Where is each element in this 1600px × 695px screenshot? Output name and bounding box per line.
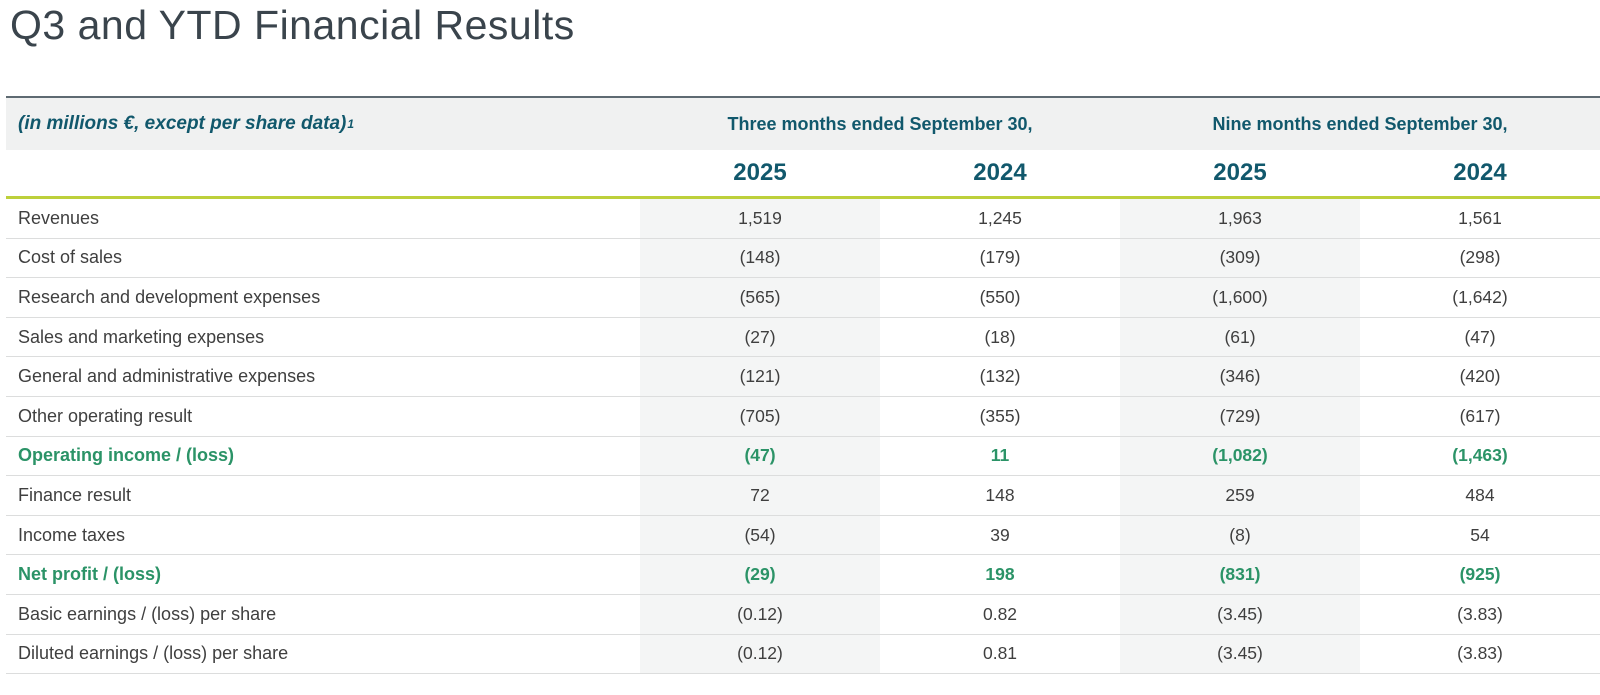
row-label: Basic earnings / (loss) per share: [18, 603, 277, 624]
row-value: (565): [640, 278, 880, 317]
row-label: Revenues: [18, 207, 100, 228]
row-value: (61): [1120, 317, 1360, 357]
table-row: Other operating result (705) (355) (729) (61…: [6, 396, 1600, 437]
row-value: 1,245: [978, 207, 1022, 228]
table-header-band: (in millions €, except per share data) 1 …: [6, 98, 1600, 150]
table-row: Basic earnings / (loss) per share (0.12) 0…: [6, 594, 1600, 635]
row-value: (831): [1120, 555, 1360, 594]
row-value: (1,082): [1120, 436, 1360, 476]
financial-results-table: (in millions €, except per share data) 1 …: [6, 96, 1600, 675]
table-row: Finance result 72 148 259 484: [6, 476, 1600, 516]
row-label: Other operating result: [18, 405, 193, 426]
unit-note: (in millions €, except per share data) 1: [6, 98, 640, 150]
year-header-spacer: [6, 150, 640, 196]
table-row: Revenues 1,519 1,245 1,963 1,561: [6, 199, 1600, 239]
year-header-row: 2025 2024 2025 2024: [6, 150, 1600, 196]
row-label: Income taxes: [18, 524, 126, 545]
page-title: Q3 and YTD Financial Results: [10, 2, 575, 48]
row-value: (1,642): [1452, 286, 1508, 307]
row-value: (3.83): [1457, 603, 1503, 624]
year-column-header: 2025: [1213, 159, 1267, 186]
row-value: (3.45): [1120, 634, 1360, 674]
row-value: (47): [640, 436, 880, 476]
year-column-header: 2024: [973, 159, 1027, 186]
row-value: (355): [979, 405, 1021, 426]
row-value: 0.81: [982, 643, 1018, 664]
row-value: (0.12): [640, 594, 880, 634]
row-value: 39: [990, 524, 1010, 545]
row-value: (179): [979, 247, 1021, 268]
row-value: (420): [1459, 366, 1501, 387]
row-label: Diluted earnings / (loss) per share: [18, 643, 289, 664]
row-label: Net profit / (loss): [18, 564, 161, 585]
row-value: 1,963: [1120, 199, 1360, 238]
row-value: 484: [1465, 484, 1495, 505]
row-value: (705): [640, 396, 880, 436]
table-row: Income taxes (54) 39 (8) 54: [6, 515, 1600, 556]
period-group-three-months: Three months ended September 30,: [727, 113, 1033, 134]
accent-divider: [6, 196, 1600, 199]
table-row: Diluted earnings / (loss) per share (0.12…: [6, 634, 1600, 675]
row-value: (1,600): [1120, 278, 1360, 317]
row-label: Sales and marketing expenses: [18, 326, 265, 347]
row-label: General and administrative expenses: [18, 366, 316, 387]
table-rows: Revenues 1,519 1,245 1,963 1,561 Cost of sale…: [6, 199, 1600, 675]
row-value: (0.12): [640, 634, 880, 674]
row-value: (309): [1120, 238, 1360, 278]
row-value: (132): [979, 366, 1021, 387]
row-value: 148: [985, 484, 1015, 505]
row-value: (298): [1459, 247, 1501, 268]
row-value: (1,463): [1452, 445, 1508, 466]
row-value: (29): [640, 555, 880, 594]
year-column-header: 2024: [1453, 159, 1507, 186]
row-value: (47): [1464, 326, 1496, 347]
row-value: (121): [640, 357, 880, 396]
row-value: 1,561: [1458, 207, 1502, 228]
row-value: (54): [640, 515, 880, 555]
row-value: 259: [1120, 476, 1360, 515]
table-row: Research and development expenses (565) (5…: [6, 278, 1600, 318]
row-value: 1,519: [640, 199, 880, 238]
row-value: (27): [640, 317, 880, 357]
row-value: (3.45): [1120, 594, 1360, 634]
footnote-marker: 1: [347, 117, 355, 131]
row-value: (148): [640, 238, 880, 278]
row-value: 72: [640, 476, 880, 515]
row-value: (3.83): [1457, 643, 1503, 664]
row-value: 198: [985, 564, 1015, 585]
row-value: (18): [984, 326, 1016, 347]
year-column-header: 2025: [733, 159, 787, 186]
table-row: General and administrative expenses (121)…: [6, 357, 1600, 397]
row-label: Cost of sales: [18, 247, 123, 268]
row-value: (925): [1459, 564, 1501, 585]
row-value: 54: [1470, 524, 1490, 545]
table-row: Sales and marketing expenses (27) (18) (61)…: [6, 317, 1600, 358]
row-value: (8): [1120, 515, 1360, 555]
unit-note-text: (in millions €, except per share data): [18, 113, 347, 134]
row-label: Finance result: [18, 484, 132, 505]
row-label: Operating income / (loss): [18, 445, 235, 466]
table-row: Net profit / (loss) (29) 198 (831) (925): [6, 555, 1600, 595]
row-label: Research and development expenses: [18, 286, 321, 307]
row-value: (550): [979, 286, 1021, 307]
table-row: Cost of sales (148) (179) (309) (298): [6, 238, 1600, 279]
row-value: 11: [990, 445, 1010, 466]
row-value: (346): [1120, 357, 1360, 396]
period-group-nine-months: Nine months ended September 30,: [1212, 113, 1508, 134]
row-value: (729): [1120, 396, 1360, 436]
row-value: (617): [1459, 405, 1501, 426]
row-value: 0.82: [982, 603, 1018, 624]
table-row: Operating income / (loss) (47) 11 (1,082) (1…: [6, 436, 1600, 477]
